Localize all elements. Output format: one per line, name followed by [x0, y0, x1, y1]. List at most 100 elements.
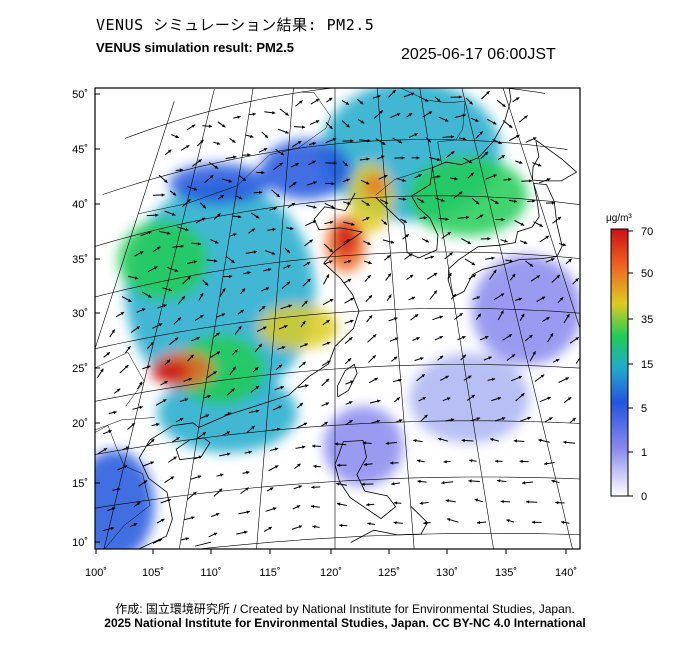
wind-arrow: [441, 481, 454, 485]
wind-arrow: [263, 526, 273, 533]
wind-arrow: [505, 259, 514, 263]
wind-arrow: [191, 336, 201, 342]
wind-arrow: [419, 96, 429, 102]
wind-arrow: [278, 325, 288, 330]
wind-arrow: [544, 416, 553, 423]
wind-arrow: [472, 296, 481, 300]
wind-arrow: [217, 194, 225, 200]
wind-arrow: [561, 520, 570, 524]
colorbar-tick-label: 35: [641, 314, 653, 326]
wind-arrow: [474, 498, 484, 503]
wind-arrow: [121, 296, 132, 303]
wind-arrow: [343, 278, 352, 284]
wind-arrow: [293, 485, 303, 490]
wind-arrow: [404, 253, 413, 260]
field-patch: [365, 174, 386, 199]
wind-arrow: [342, 178, 350, 183]
wind-arrow: [294, 463, 301, 469]
wind-arrow: [326, 97, 333, 103]
wind-arrow: [437, 437, 449, 442]
wind-arrow: [164, 210, 176, 216]
credit-line-1: 作成: 国立環境研究所 / Created by National Instit…: [115, 602, 575, 616]
parallel-line: [102, 139, 568, 195]
wind-arrow: [445, 151, 455, 158]
wind-arrow: [551, 479, 560, 484]
wind-arrow: [438, 217, 449, 221]
wind-arrow: [213, 488, 223, 497]
wind-arrow: [122, 446, 130, 451]
wind-arrow: [203, 395, 211, 399]
wind-arrow: [443, 460, 451, 464]
wind-arrow: [308, 142, 317, 146]
wind-arrow: [269, 447, 279, 452]
wind-arrow: [406, 112, 413, 118]
parallel-line: [196, 533, 580, 549]
concentration-field: [95, 88, 580, 549]
wind-arrow: [489, 437, 499, 442]
wind-arrow: [160, 498, 172, 504]
wind-arrow: [200, 414, 210, 419]
wind-arrow: [343, 259, 352, 264]
wind-arrow: [271, 427, 281, 431]
coastline: [195, 541, 211, 547]
wind-arrow: [281, 281, 291, 289]
wind-arrow: [213, 213, 221, 220]
wind-arrow: [454, 312, 464, 320]
colorbar-tick-label: 0: [641, 491, 647, 503]
wind-arrow: [275, 364, 283, 370]
wind-arrow: [412, 337, 420, 341]
wind-arrow: [422, 111, 433, 118]
wind-arrow: [336, 502, 348, 507]
wind-arrow: [233, 115, 241, 119]
wind-arrow: [250, 385, 260, 393]
lon-tick-label: 135˚: [495, 567, 517, 579]
field-patch: [118, 219, 209, 300]
wind-arrow: [119, 364, 129, 374]
wind-arrow: [497, 310, 504, 321]
wind-arrow: [286, 226, 294, 231]
latitude-axis: 50˚ 45˚ 40˚ 35˚ 30˚ 25˚ 20˚ 15˚ 10˚: [72, 89, 100, 549]
wind-arrow: [321, 360, 331, 366]
wind-arrow: [182, 198, 191, 208]
wind-arrow: [414, 174, 423, 179]
wind-arrow: [271, 189, 281, 198]
wind-arrow: [160, 380, 168, 386]
wind-arrow: [216, 473, 224, 477]
wind-arrow: [555, 501, 565, 505]
colorbar-unit: μg/m³: [606, 213, 632, 224]
wind-arrow: [434, 96, 441, 103]
wind-arrow: [563, 313, 570, 324]
wind-arrow: [258, 305, 266, 312]
wind-arrow: [468, 479, 480, 483]
colorbar: μg/m³ 70 50 35 15 5 1 0: [606, 213, 653, 503]
wind-arrow: [394, 156, 405, 160]
wind-arrow: [129, 522, 138, 528]
wind-arrow: [248, 112, 256, 116]
wind-arrow: [416, 459, 425, 463]
wind-arrow: [274, 386, 285, 391]
wind-arrow: [292, 140, 302, 148]
wind-arrow: [186, 491, 197, 500]
wind-arrow: [235, 195, 243, 200]
lon-tick-label: 140˚: [555, 567, 577, 579]
wind-arrow: [221, 431, 231, 437]
lon-tick-label: 100˚: [85, 567, 107, 579]
wind-arrow: [365, 294, 373, 303]
wind-arrow: [248, 409, 260, 414]
wind-arrow: [242, 470, 250, 475]
lat-tick-label: 25˚: [72, 363, 88, 375]
wind-arrow: [261, 131, 269, 139]
wind-arrow: [287, 202, 296, 209]
wind-arrow: [195, 217, 206, 224]
wind-arrow: [519, 459, 529, 463]
wind-arrow: [495, 217, 505, 222]
wind-arrow: [136, 381, 143, 390]
wind-arrow: [392, 378, 402, 383]
wind-arrow: [325, 137, 337, 144]
wind-arrow: [558, 377, 570, 383]
wind-arrow: [502, 333, 513, 341]
wind-arrow: [96, 368, 104, 378]
wind-arrow: [393, 397, 401, 403]
wind-arrow: [563, 440, 576, 444]
wind-arrow: [177, 226, 189, 231]
